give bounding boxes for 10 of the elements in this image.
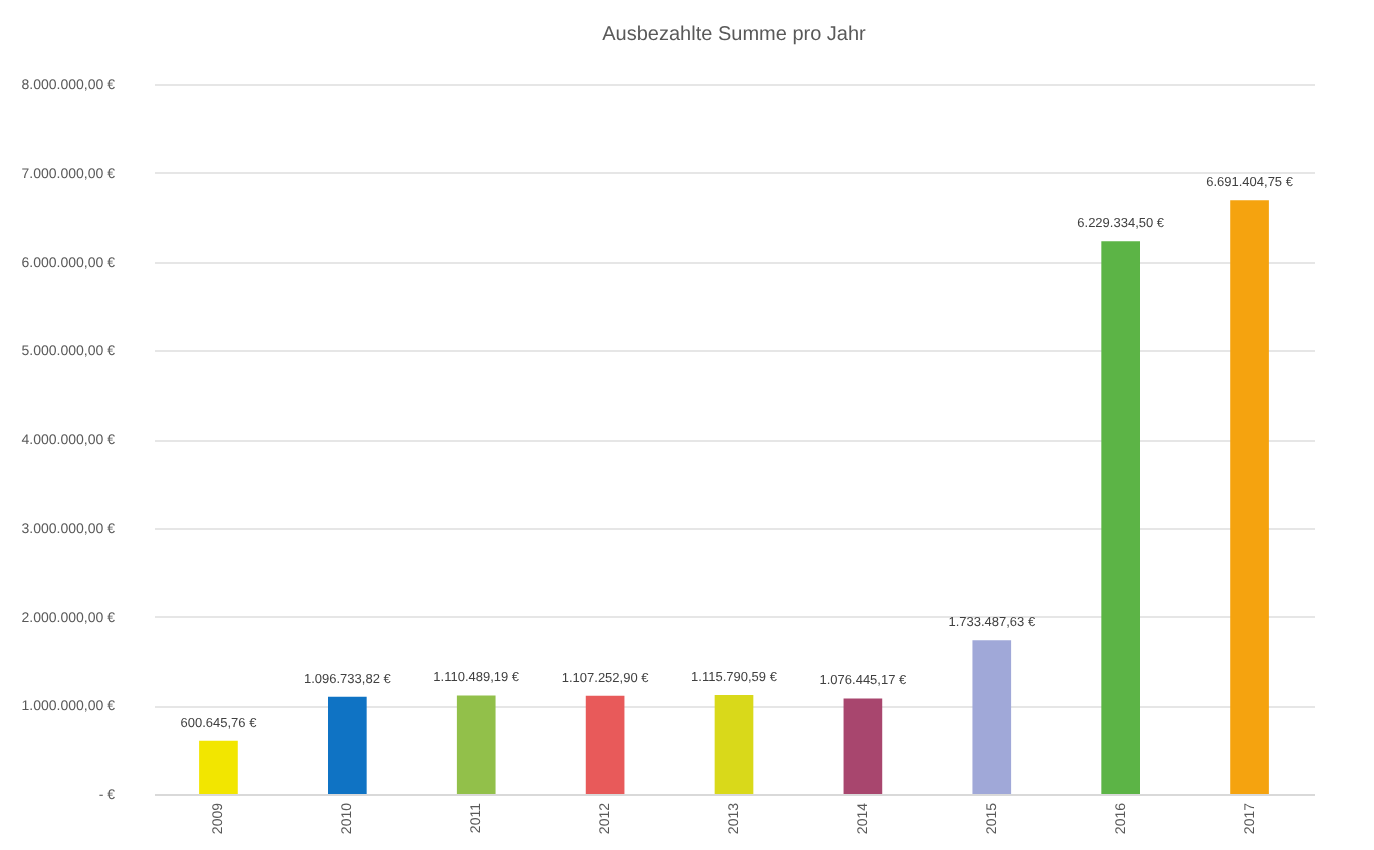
bar <box>972 640 1012 794</box>
bar <box>1101 241 1140 794</box>
bar <box>328 696 367 794</box>
bar <box>585 695 625 794</box>
bar <box>199 740 238 794</box>
bar <box>843 698 883 794</box>
bar <box>456 695 496 794</box>
bar <box>714 694 754 794</box>
bar <box>1230 200 1269 794</box>
chart-title: Ausbezahlte Summe pro Jahr <box>602 24 868 46</box>
